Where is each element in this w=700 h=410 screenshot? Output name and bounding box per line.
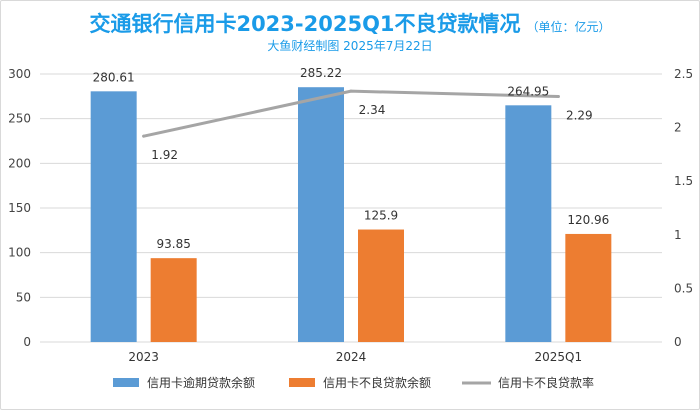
- left-axis-ticks: 0 50 100 150 200 250 300: [8, 67, 31, 349]
- rate-line-path: [142, 89, 560, 138]
- bar: [565, 233, 612, 342]
- rate-line: [142, 89, 560, 138]
- data-labels: 280.61 93.85 285.22 125.9 264.95 120.96 1.92 2.…: [93, 66, 610, 251]
- bar-data-label: 280.61: [93, 70, 135, 84]
- rate-data-label: 2.34: [359, 103, 386, 117]
- left-axis-tick-label: 300: [8, 67, 31, 81]
- bar: [505, 105, 552, 342]
- left-axis-tick-label: 0: [23, 335, 31, 349]
- category-labels: 2023 2024 2025Q1: [128, 350, 582, 364]
- chart-title: 交通银行信用卡2023-2025Q1不良贷款情况: [89, 12, 520, 36]
- right-axis-tick-label: 1.5: [674, 174, 693, 188]
- legend-entry: 信用卡逾期贷款余额: [147, 375, 255, 390]
- right-axis-tick-label: 2: [674, 121, 682, 135]
- chart-subtitle: 大鱼财经制图 2025年7月22日: [267, 39, 432, 53]
- bar: [358, 229, 404, 342]
- category-label: 2025Q1: [535, 350, 583, 364]
- legend-entry: 信用卡不良贷款余额: [323, 375, 431, 390]
- bar: [298, 87, 344, 343]
- right-axis-ticks: 0 0.5 1 1.5 2 2.5: [674, 67, 693, 349]
- legend-color-swatch: [289, 378, 315, 387]
- right-axis-tick-label: 1: [674, 228, 682, 242]
- rate-data-label: 2.29: [566, 109, 593, 123]
- right-axis-tick-label: 0: [674, 335, 682, 349]
- chart-title-unit: （单位：亿元）: [527, 19, 611, 34]
- category-label: 2024: [336, 350, 367, 364]
- rate-point: [556, 95, 560, 99]
- bar-data-label: 120.96: [567, 213, 609, 227]
- left-axis-tick-label: 200: [8, 156, 31, 170]
- bar: [90, 91, 137, 342]
- left-axis-tick-label: 250: [8, 112, 31, 126]
- left-axis-tick-label: 50: [16, 290, 31, 304]
- right-axis-tick-label: 2.5: [674, 67, 693, 81]
- legend-entry: 信用卡不良贷款率: [498, 375, 594, 390]
- legend: 信用卡逾期贷款余额 信用卡不良贷款余额 信用卡不良贷款率: [113, 375, 594, 390]
- legend-color-swatch: [113, 378, 139, 387]
- gridlines: [40, 73, 662, 343]
- rate-point: [349, 89, 353, 93]
- left-axis-tick-label: 150: [8, 201, 31, 215]
- bar-data-label: 125.9: [364, 209, 398, 223]
- rate-data-label: 1.92: [151, 148, 178, 162]
- left-axis-tick-label: 100: [8, 246, 31, 260]
- bar-data-label: 93.85: [156, 237, 190, 251]
- bars: [90, 87, 612, 343]
- right-axis-tick-label: 0.5: [674, 281, 693, 295]
- chart-title-line: 交通银行信用卡2023-2025Q1不良贷款情况 （单位：亿元）: [89, 12, 610, 36]
- bar-data-label: 285.22: [300, 66, 342, 80]
- bar: [150, 258, 197, 342]
- rate-point: [142, 134, 146, 138]
- bar-data-label: 264.95: [507, 84, 549, 98]
- category-label: 2023: [128, 350, 159, 364]
